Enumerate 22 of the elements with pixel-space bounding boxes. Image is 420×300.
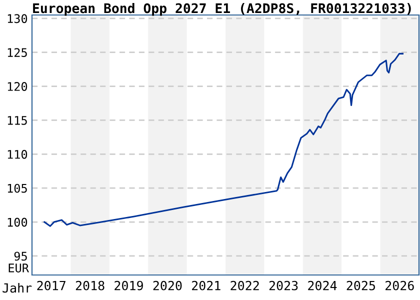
y-tick-label: 110 [8,150,28,159]
line-series [44,52,404,227]
x-tick-label: 2021 [192,280,220,290]
y-tick-label: 125 [8,48,27,58]
x-tick-label: 2024 [308,280,337,290]
chart-title: European Bond Opp 2027 E1 (A2DP8S, FR0013221033) [33,3,411,16]
x-tick-label: 2025 [346,280,375,290]
x-tick-label: 2023 [269,280,298,290]
y-axis-title: EUR [8,264,29,272]
x-tick-label: 2018 [76,280,104,290]
y-tick-label: 120 [8,82,28,91]
y-tick-label: 115 [8,116,27,125]
y-tick-label: 130 [8,14,28,24]
y-tick-label: 105 [8,184,27,193]
x-tick-label: 2022 [230,280,259,290]
x-tick-label: 2017 [37,280,66,290]
x-tick-label: 2026 [386,280,414,290]
x-tick-label: 2019 [114,280,143,290]
x-axis-title: Jahr [2,282,32,293]
y-tick-label: 100 [8,218,28,227]
y-tick-label: 95 [14,252,27,261]
x-tick-label: 2020 [153,280,182,290]
